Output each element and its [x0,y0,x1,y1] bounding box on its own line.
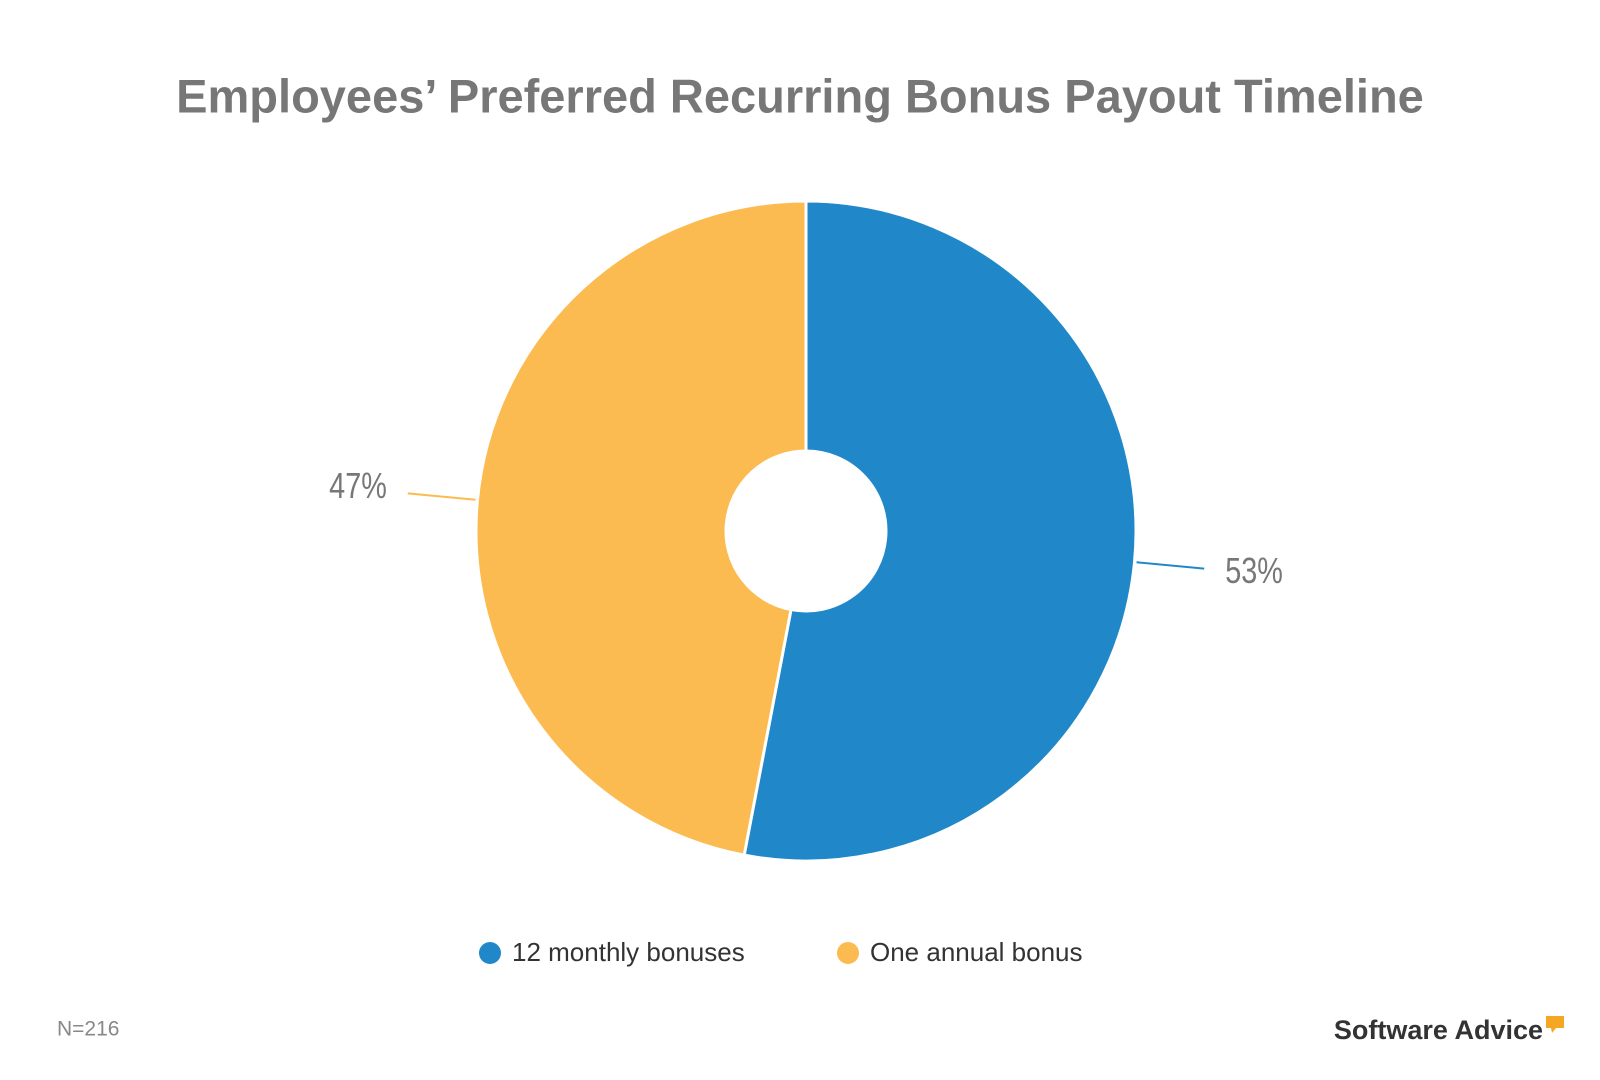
data-label: 53% [1225,550,1283,591]
legend-label: One annual bonus [870,937,1083,967]
legend-label: 12 monthly bonuses [512,937,745,967]
brand-icon [1546,1016,1564,1033]
legend: 12 monthly bonuses One annual bonus [479,937,1083,967]
legend-swatch [479,942,501,964]
data-label: 47% [329,465,387,506]
chart-title: Employees’ Preferred Recurring Bonus Pay… [176,69,1424,122]
note: N=216 [57,1018,119,1041]
leader-line [1136,561,1205,570]
pie-slice [474,199,808,857]
pie: 53% 47% [329,199,1283,863]
brand-logo: Software Advice [1334,1015,1543,1045]
legend-swatch [837,942,859,964]
pie-slice [742,199,1138,863]
leader-line [407,492,476,501]
